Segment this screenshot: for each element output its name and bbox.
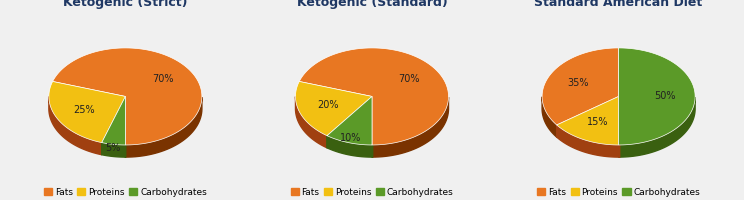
Text: 35%: 35% (567, 78, 589, 88)
Polygon shape (126, 97, 202, 157)
Polygon shape (327, 96, 372, 148)
Text: 50%: 50% (654, 91, 676, 101)
Polygon shape (295, 81, 372, 136)
Polygon shape (557, 96, 618, 137)
Polygon shape (49, 81, 126, 143)
Polygon shape (295, 97, 327, 148)
Legend: Fats, Proteins, Carbohydrates: Fats, Proteins, Carbohydrates (287, 184, 457, 200)
Polygon shape (102, 143, 126, 157)
Polygon shape (542, 97, 557, 137)
Polygon shape (102, 96, 126, 145)
Polygon shape (618, 97, 695, 157)
Polygon shape (102, 96, 126, 155)
Text: 15%: 15% (587, 117, 609, 127)
Title: Standard American Diet: Standard American Diet (534, 0, 703, 9)
Legend: Fats, Proteins, Carbohydrates: Fats, Proteins, Carbohydrates (533, 184, 704, 200)
Text: 5%: 5% (105, 143, 120, 153)
Polygon shape (299, 48, 449, 145)
Polygon shape (557, 96, 618, 145)
Text: 25%: 25% (74, 105, 95, 115)
Polygon shape (327, 96, 372, 145)
Polygon shape (327, 136, 372, 157)
Polygon shape (557, 125, 618, 157)
Text: 20%: 20% (318, 100, 339, 110)
Polygon shape (542, 48, 618, 125)
Polygon shape (102, 96, 126, 155)
Polygon shape (618, 48, 695, 145)
Title: Ketogenic (Standard): Ketogenic (Standard) (297, 0, 447, 9)
Polygon shape (557, 96, 618, 137)
Text: 70%: 70% (398, 74, 420, 84)
Polygon shape (49, 97, 102, 155)
Polygon shape (327, 96, 372, 148)
Text: 10%: 10% (340, 133, 362, 143)
Polygon shape (372, 97, 449, 157)
Text: 70%: 70% (152, 74, 173, 84)
Polygon shape (53, 48, 202, 145)
Title: Ketogenic (Strict): Ketogenic (Strict) (63, 0, 187, 9)
Legend: Fats, Proteins, Carbohydrates: Fats, Proteins, Carbohydrates (40, 184, 211, 200)
